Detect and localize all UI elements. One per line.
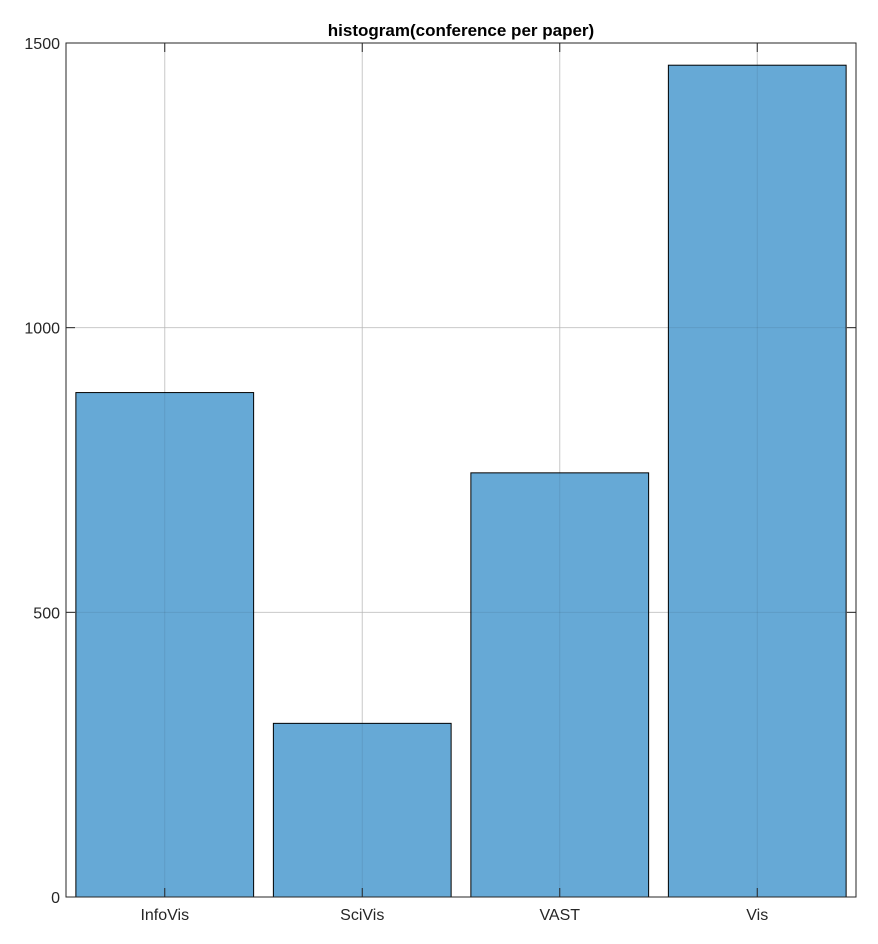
bar-vis <box>667 64 847 898</box>
x-tick-label: VAST <box>539 907 580 924</box>
x-tick-label: Vis <box>746 907 768 924</box>
bar-scivis <box>272 722 452 898</box>
y-tick-label: 1500 <box>24 36 60 53</box>
y-tick-label: 0 <box>51 890 60 907</box>
bar-vast <box>470 472 650 898</box>
bar-infovis <box>75 392 255 898</box>
axes-box <box>65 42 857 898</box>
x-tick-label: SciVis <box>340 907 384 924</box>
axes-layer <box>65 42 857 898</box>
y-tick-label: 1000 <box>24 321 60 338</box>
text-layer: histogram(conference per paper) 0 500 1000… <box>24 21 768 924</box>
y-tick-label: 500 <box>33 605 60 622</box>
bar-layer <box>66 43 856 898</box>
chart-title: histogram(conference per paper) <box>328 21 594 40</box>
x-tick-label: InfoVis <box>140 907 189 924</box>
